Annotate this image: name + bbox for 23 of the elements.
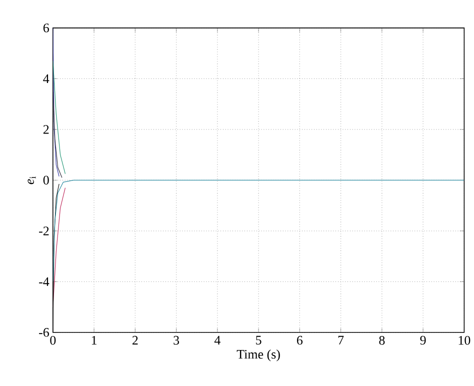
y-tick-label: -2 — [39, 226, 49, 236]
x-tick-label: 10 — [458, 336, 470, 345]
line-series — [52, 180, 464, 282]
y-tick-label: 2 — [43, 124, 49, 134]
x-tick-label: 5 — [256, 336, 262, 344]
y-tick-label: -6 — [39, 328, 49, 337]
x-tick-label: 2 — [132, 336, 138, 344]
x-tick-label: 6 — [296, 336, 303, 344]
y-tick-label: 6 — [43, 23, 49, 32]
y-tick-label: 0 — [43, 176, 49, 184]
x-tick-label: 1 — [92, 336, 97, 344]
y-axis-title: e$_{i}$ — [28, 176, 36, 184]
x-tick-label: 7 — [338, 336, 344, 344]
x-tick-label: 4 — [214, 336, 220, 344]
x-tick-label: 8 — [379, 336, 385, 345]
x-tick-label: 3 — [174, 336, 180, 344]
x-axis-title: Time (s) — [236, 349, 280, 362]
x-tick-label: 9 — [420, 336, 426, 344]
y-tick-label: 4 — [43, 74, 50, 83]
line-series — [52, 60, 66, 174]
x-tick-label: 0 — [50, 336, 56, 345]
y-tick-label: -4 — [39, 277, 50, 286]
line-series — [52, 90, 62, 178]
